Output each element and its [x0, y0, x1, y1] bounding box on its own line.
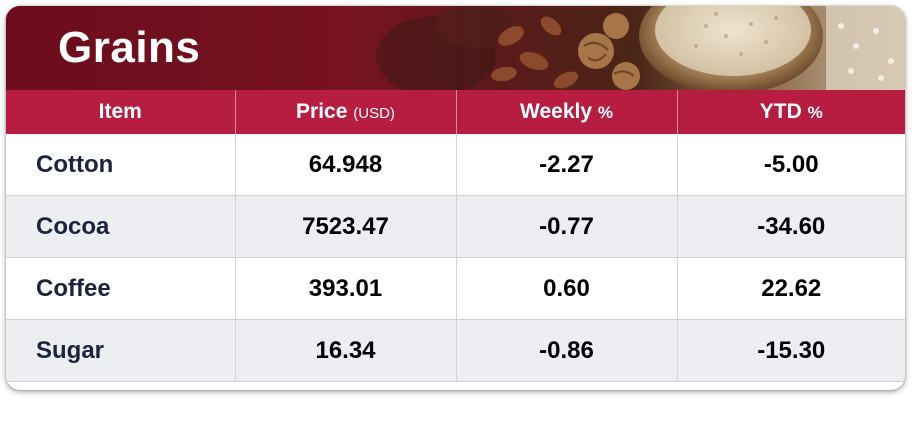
grains-table: Item Price (USD) Weekly % YTD % Cotton 6…: [6, 90, 905, 382]
weekly-cell: -0.86: [456, 319, 678, 382]
column-header-price-label: Price: [296, 100, 348, 123]
banner: Grains: [6, 6, 905, 90]
header-row: Item Price (USD) Weekly % YTD %: [6, 90, 905, 134]
ytd-cell: 22.62: [677, 257, 905, 320]
price-cell: 16.34: [235, 319, 457, 382]
grains-card: Grains Item Price (USD) Weekly % YTD % C…: [6, 6, 905, 390]
item-cell: Sugar: [6, 319, 236, 382]
ytd-cell: -15.30: [677, 319, 905, 382]
table-row: Cotton 64.948 -2.27 -5.00: [6, 134, 905, 196]
table-row: Sugar 16.34 -0.86 -15.30: [6, 319, 905, 382]
column-header-item-label: Item: [98, 100, 142, 123]
ytd-cell: -34.60: [677, 195, 905, 258]
grains-photo: [6, 6, 905, 90]
item-cell: Cotton: [6, 134, 236, 196]
column-header-price-unit: (USD): [353, 105, 395, 122]
ytd-cell: -5.00: [677, 134, 905, 196]
page-title: Grains: [58, 23, 201, 72]
column-header-ytd-unit: %: [807, 103, 823, 122]
column-header-weekly-unit: %: [597, 103, 613, 122]
item-cell: Coffee: [6, 257, 236, 320]
column-header-item: Item: [6, 90, 236, 134]
item-cell: Cocoa: [6, 195, 236, 258]
table-row: Coffee 393.01 0.60 22.62: [6, 257, 905, 320]
column-header-ytd-label: YTD: [759, 100, 802, 123]
column-header-weekly: Weekly %: [456, 90, 678, 134]
table-row: Cocoa 7523.47 -0.77 -34.60: [6, 195, 905, 258]
price-cell: 7523.47: [235, 195, 457, 258]
price-cell: 64.948: [235, 134, 457, 196]
weekly-cell: -2.27: [456, 134, 678, 196]
weekly-cell: -0.77: [456, 195, 678, 258]
weekly-cell: 0.60: [456, 257, 678, 320]
column-header-weekly-label: Weekly: [520, 100, 593, 123]
price-cell: 393.01: [235, 257, 457, 320]
column-header-price: Price (USD): [235, 90, 457, 134]
column-header-ytd: YTD %: [677, 90, 905, 134]
